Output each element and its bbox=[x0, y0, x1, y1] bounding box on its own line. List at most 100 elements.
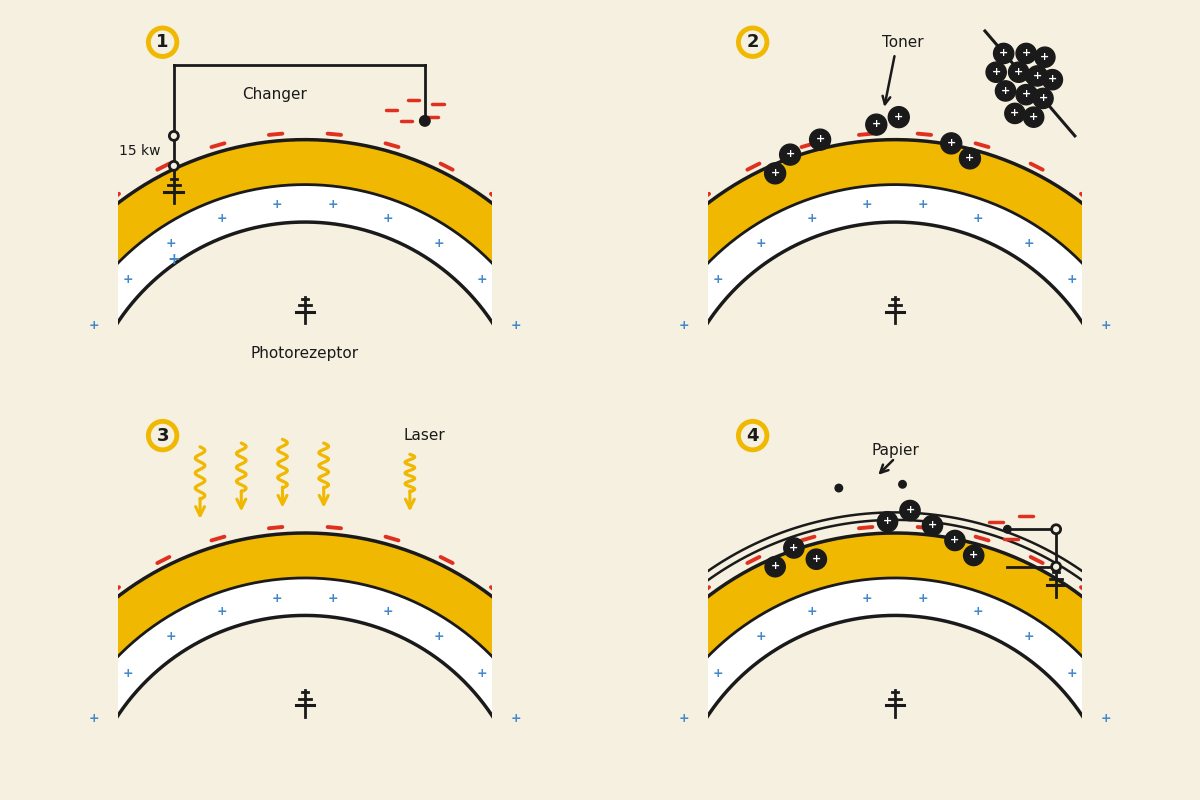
Text: +: + bbox=[894, 112, 904, 122]
Text: +: + bbox=[89, 712, 100, 725]
Polygon shape bbox=[73, 578, 536, 734]
Text: 4: 4 bbox=[746, 426, 758, 445]
Circle shape bbox=[780, 144, 800, 165]
Circle shape bbox=[1051, 525, 1061, 534]
Text: +: + bbox=[122, 666, 133, 679]
Circle shape bbox=[944, 530, 965, 550]
Text: Toner: Toner bbox=[882, 34, 923, 50]
Polygon shape bbox=[34, 533, 576, 717]
Text: +: + bbox=[328, 592, 338, 605]
Text: +: + bbox=[973, 605, 984, 618]
Circle shape bbox=[806, 549, 827, 570]
Text: +: + bbox=[1048, 74, 1057, 84]
Text: +: + bbox=[271, 198, 282, 211]
Polygon shape bbox=[34, 140, 576, 324]
Text: +: + bbox=[918, 592, 929, 605]
Text: 3: 3 bbox=[156, 426, 169, 445]
Circle shape bbox=[994, 43, 1014, 63]
Text: +: + bbox=[970, 550, 978, 560]
Text: +: + bbox=[1024, 237, 1034, 250]
Text: +: + bbox=[790, 542, 798, 553]
Polygon shape bbox=[624, 533, 1166, 717]
Text: +: + bbox=[1033, 70, 1042, 81]
Text: +: + bbox=[950, 535, 960, 545]
Circle shape bbox=[835, 484, 842, 492]
Text: +: + bbox=[166, 630, 176, 643]
Text: +: + bbox=[1038, 93, 1048, 103]
Circle shape bbox=[866, 114, 887, 135]
Text: +: + bbox=[510, 712, 521, 725]
Text: +: + bbox=[1100, 712, 1111, 725]
Circle shape bbox=[810, 129, 830, 150]
Text: +: + bbox=[510, 318, 521, 331]
Text: +: + bbox=[166, 237, 176, 250]
Text: +: + bbox=[806, 211, 817, 225]
Circle shape bbox=[1034, 47, 1055, 67]
Circle shape bbox=[888, 106, 910, 128]
Text: +: + bbox=[122, 274, 133, 286]
Circle shape bbox=[923, 515, 943, 536]
Text: +: + bbox=[1014, 67, 1024, 77]
Circle shape bbox=[149, 422, 176, 450]
Circle shape bbox=[1043, 70, 1062, 90]
Text: +: + bbox=[816, 134, 824, 144]
Circle shape bbox=[1016, 85, 1037, 105]
Text: +: + bbox=[770, 562, 780, 571]
Text: +: + bbox=[713, 666, 724, 679]
Text: +: + bbox=[476, 666, 487, 679]
Text: +: + bbox=[216, 605, 227, 618]
Circle shape bbox=[738, 422, 767, 450]
Circle shape bbox=[1003, 526, 1012, 533]
Circle shape bbox=[1051, 562, 1061, 571]
Text: +: + bbox=[1021, 48, 1031, 58]
Text: +: + bbox=[216, 211, 227, 225]
Text: +: + bbox=[862, 198, 872, 211]
Text: +: + bbox=[1000, 48, 1008, 58]
Text: +: + bbox=[328, 198, 338, 211]
Text: +: + bbox=[756, 630, 767, 643]
Text: +: + bbox=[905, 505, 914, 515]
Text: Laser: Laser bbox=[404, 428, 445, 443]
Text: +: + bbox=[1024, 630, 1034, 643]
Text: +: + bbox=[786, 150, 794, 159]
Circle shape bbox=[738, 28, 767, 57]
Text: Changer: Changer bbox=[242, 87, 307, 102]
Circle shape bbox=[766, 557, 785, 577]
Text: +: + bbox=[1001, 86, 1010, 95]
Circle shape bbox=[1008, 62, 1028, 82]
Circle shape bbox=[1016, 43, 1037, 63]
Text: +: + bbox=[89, 318, 100, 331]
Text: +: + bbox=[713, 274, 724, 286]
Text: +: + bbox=[871, 119, 881, 130]
Circle shape bbox=[900, 501, 920, 521]
Circle shape bbox=[784, 538, 804, 558]
Text: +: + bbox=[883, 516, 892, 526]
Polygon shape bbox=[73, 185, 536, 342]
Text: +: + bbox=[679, 712, 690, 725]
Text: +: + bbox=[973, 211, 984, 225]
Text: 2: 2 bbox=[746, 34, 758, 51]
Circle shape bbox=[877, 512, 898, 532]
Polygon shape bbox=[624, 140, 1166, 324]
Polygon shape bbox=[664, 578, 1127, 734]
Text: +: + bbox=[476, 274, 487, 286]
Text: +: + bbox=[1067, 666, 1078, 679]
Polygon shape bbox=[664, 185, 1127, 342]
Text: +: + bbox=[1040, 52, 1050, 62]
Circle shape bbox=[149, 28, 176, 57]
Text: +: + bbox=[756, 237, 767, 250]
Text: 1: 1 bbox=[156, 34, 169, 51]
Text: +: + bbox=[806, 605, 817, 618]
Circle shape bbox=[941, 133, 961, 154]
Circle shape bbox=[1033, 88, 1054, 109]
Text: +: + bbox=[770, 168, 780, 178]
Text: +: + bbox=[679, 318, 690, 331]
Text: +: + bbox=[991, 67, 1001, 77]
Text: +: + bbox=[383, 605, 394, 618]
Circle shape bbox=[420, 116, 430, 126]
Text: +: + bbox=[918, 198, 929, 211]
Circle shape bbox=[996, 81, 1015, 101]
Text: +: + bbox=[271, 592, 282, 605]
Circle shape bbox=[899, 481, 906, 488]
Text: 15 kw: 15 kw bbox=[119, 144, 161, 158]
